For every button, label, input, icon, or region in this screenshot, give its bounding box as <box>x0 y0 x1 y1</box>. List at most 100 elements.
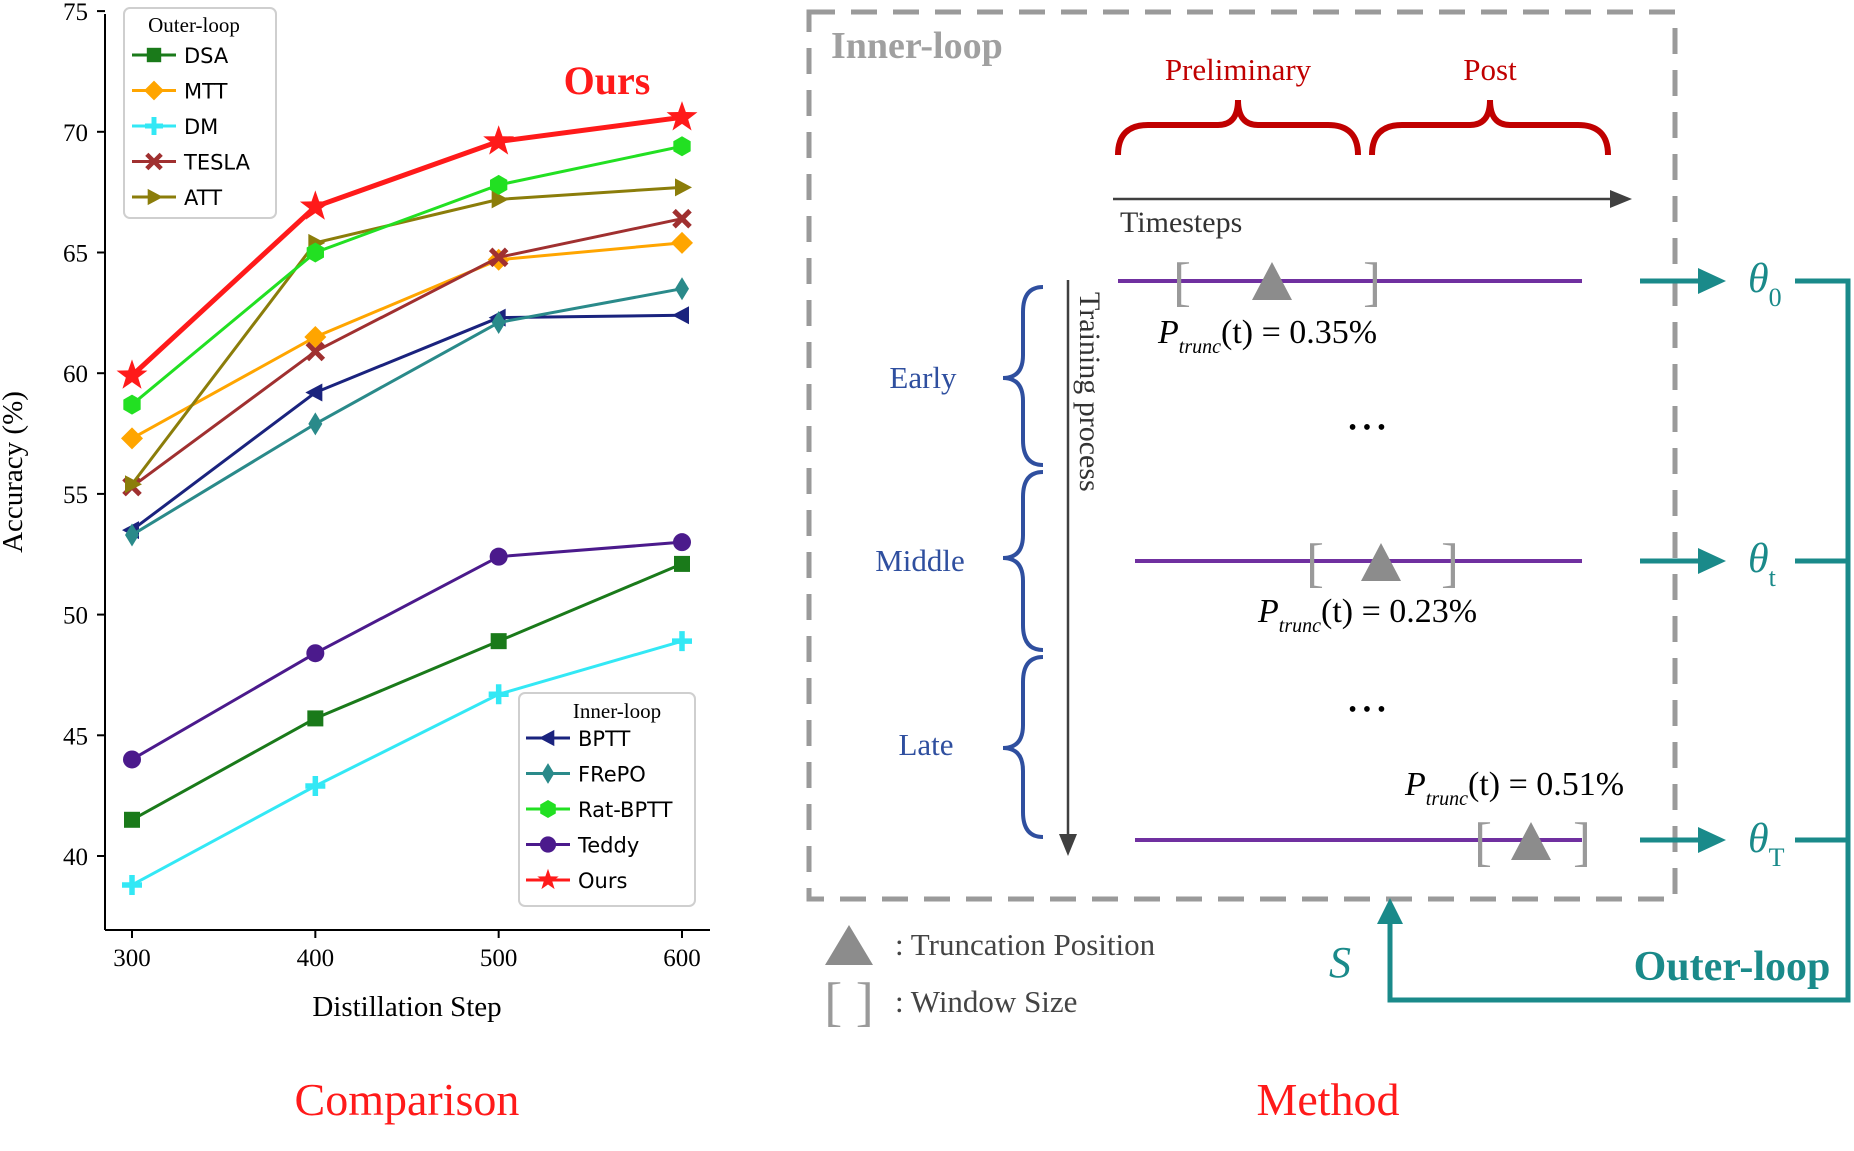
accuracy-chart: 40 45 50 55 60 65 70 75 300 400 500 600 Accuracy (… <box>0 0 710 1125</box>
data-point <box>488 247 509 268</box>
stage-brace-early <box>1002 285 1044 467</box>
legend-label: Rat-BPTT <box>578 798 673 822</box>
legend-item: DSA <box>132 44 229 68</box>
data-point <box>306 242 324 263</box>
y-ticks: 40 45 50 55 60 65 70 75 <box>63 0 105 871</box>
x-tick-label: 400 <box>297 945 335 972</box>
y-axis-label: Accuracy (%) <box>0 391 29 553</box>
data-point <box>483 125 515 155</box>
legend-marker <box>540 800 556 818</box>
data-point <box>308 412 323 436</box>
data-point <box>489 547 508 566</box>
data-point <box>675 178 692 197</box>
data-point <box>672 631 692 652</box>
training-process-label: Training process <box>1073 292 1106 492</box>
timesteps-label: Timesteps <box>1120 206 1242 239</box>
stage-middle: Middle <box>875 543 965 578</box>
data-point <box>673 533 691 552</box>
series-line <box>131 540 683 761</box>
p-trunc-2: Ptrunc(t) = 0.51% <box>1404 766 1624 810</box>
post-brace <box>1369 99 1611 156</box>
s-label: S <box>1329 938 1351 987</box>
legend-outer-box <box>123 7 277 219</box>
timesteps-arrow-head <box>1610 190 1632 208</box>
legend-label: ATT <box>184 186 222 210</box>
series-line <box>130 114 683 378</box>
series-line <box>130 185 683 486</box>
window-bracket-left-1: [ <box>1306 533 1324 593</box>
x-tick-label: 300 <box>113 945 151 972</box>
data-point <box>307 710 324 727</box>
data-point <box>299 190 331 220</box>
window-bracket-left-0: [ <box>1173 252 1191 312</box>
legend-marker <box>147 188 163 206</box>
legend-marker <box>539 836 557 853</box>
legend-marker <box>145 152 163 171</box>
caption-comparison: Comparison <box>295 1074 520 1125</box>
y-tick-label: 70 <box>63 120 88 147</box>
theta-0: θ0 <box>1748 256 1782 312</box>
data-point <box>116 359 148 389</box>
series-dm <box>122 631 692 895</box>
truncation-marker-1 <box>1361 543 1401 581</box>
outer-loop-arrow-head <box>1377 898 1403 924</box>
data-point <box>666 101 698 131</box>
legend-item: Teddy <box>526 834 639 858</box>
legend-truncation-icon <box>825 925 873 965</box>
y-tick-label: 65 <box>63 241 88 268</box>
data-point <box>491 311 506 335</box>
legend-item: DM <box>132 115 218 139</box>
series-line <box>131 241 683 440</box>
legend-item: BPTT <box>526 727 631 751</box>
legend-label: DM <box>184 115 218 139</box>
series-dsa <box>124 555 690 828</box>
legend-item: ATT <box>132 186 222 210</box>
p-trunc-0: Ptrunc(t) = 0.35% <box>1157 314 1377 358</box>
ellipsis-1: • • • <box>1348 415 1385 441</box>
legend-outer: Outer-loop DSA MTT DM TESLA ATT <box>123 7 277 219</box>
stage-brace-middle <box>1002 470 1044 652</box>
legend-inner-title: Inner-loop <box>573 699 661 723</box>
x-tick-label: 600 <box>663 945 701 972</box>
inner-loop-box <box>806 9 1678 902</box>
data-point <box>488 684 509 705</box>
legend-label: MTT <box>184 80 228 104</box>
legend-label: BPTT <box>578 727 631 751</box>
data-point <box>122 874 142 895</box>
legend-marker <box>539 729 555 747</box>
series-line <box>131 562 683 822</box>
legend-inner-box <box>518 692 696 907</box>
y-tick-label: 40 <box>63 844 88 871</box>
legend-outer-title: Outer-loop <box>148 13 240 37</box>
window-bracket-left-2: [ <box>1474 812 1492 872</box>
series-line <box>131 144 683 406</box>
series-line <box>131 639 683 887</box>
post-label: Post <box>1463 52 1517 87</box>
series-frepo <box>125 277 689 547</box>
y-tick-label: 50 <box>63 603 88 630</box>
data-point <box>125 523 139 547</box>
series-att <box>125 178 692 494</box>
data-point <box>675 277 689 301</box>
theta-t: θt <box>1748 536 1777 592</box>
data-point <box>125 475 142 494</box>
truncation-marker-0 <box>1252 262 1292 300</box>
truncation-marker-2 <box>1511 822 1551 860</box>
legend-item: Rat-BPTT <box>526 798 673 822</box>
legend-inner: Inner-loop BPTT FRePO Rat-BPTT Teddy Ours <box>518 692 696 907</box>
series-line <box>131 313 683 532</box>
x-ticks: 300 400 500 600 <box>113 930 701 972</box>
series-line <box>131 217 683 488</box>
legend-marker <box>144 80 164 101</box>
data-point <box>490 174 508 195</box>
theta-arrow-head-0 <box>1698 268 1726 294</box>
data-point <box>305 775 326 796</box>
data-point <box>672 306 689 325</box>
p-trunc-1: Ptrunc(t) = 0.23% <box>1257 593 1477 637</box>
legend-label: Ours <box>578 869 627 893</box>
legend-window-icon: [ ] <box>824 972 873 1032</box>
data-point <box>673 136 691 157</box>
legend-window-label: : Window Size <box>895 984 1077 1019</box>
series-tesla <box>122 208 692 497</box>
preliminary-brace <box>1115 99 1361 156</box>
